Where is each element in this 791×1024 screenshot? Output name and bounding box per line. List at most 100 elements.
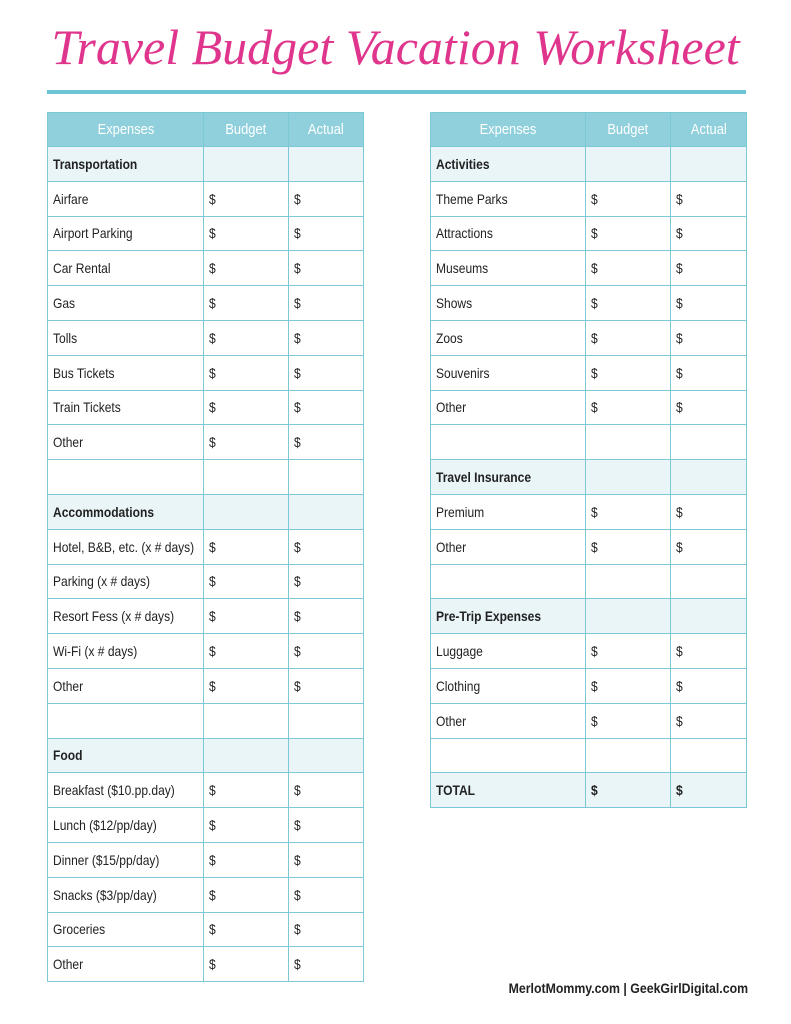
row-label: Museums bbox=[430, 250, 586, 287]
row-actual-text: $ bbox=[676, 643, 683, 660]
row-label-text: Resort Fess (x # days) bbox=[53, 608, 175, 625]
section-cell bbox=[288, 494, 364, 530]
total-actual-text: $ bbox=[676, 782, 683, 799]
row-actual-text: $ bbox=[676, 503, 683, 520]
section-cell bbox=[585, 146, 671, 182]
row-label: Breakfast ($10.pp.day) bbox=[47, 772, 204, 809]
section-title-text: Activities bbox=[436, 155, 490, 172]
row-budget: $ bbox=[585, 668, 671, 704]
row-actual: $ bbox=[670, 215, 747, 252]
row-label: Gas bbox=[47, 285, 204, 321]
column-header-text: Expenses bbox=[97, 121, 154, 138]
row-label-text: Museums bbox=[436, 260, 489, 277]
row-budget-text: $ bbox=[209, 573, 216, 590]
row-actual: $ bbox=[288, 911, 364, 948]
blank-cell bbox=[670, 737, 747, 774]
row-label: Clothing bbox=[430, 668, 586, 704]
row-budget: $ bbox=[585, 702, 671, 739]
row-budget: $ bbox=[203, 911, 289, 948]
blank-cell bbox=[670, 424, 747, 461]
row-actual: $ bbox=[288, 285, 364, 321]
row-actual-text: $ bbox=[676, 712, 683, 729]
row-label-text: Groceries bbox=[53, 921, 106, 938]
section-title: Accommodations bbox=[47, 494, 204, 530]
row-label-text: Bus Tickets bbox=[53, 364, 115, 381]
row-actual-text: $ bbox=[294, 886, 301, 903]
row-budget: $ bbox=[203, 876, 289, 913]
blank-cell bbox=[203, 702, 289, 739]
section-cell bbox=[288, 146, 364, 182]
row-budget-text: $ bbox=[591, 399, 598, 416]
row-budget: $ bbox=[203, 180, 289, 217]
row-budget: $ bbox=[203, 633, 289, 669]
row-label-text: Theme Parks bbox=[436, 190, 508, 207]
row-budget: $ bbox=[585, 285, 671, 321]
row-actual: $ bbox=[288, 180, 364, 217]
row-actual-text: $ bbox=[676, 295, 683, 312]
blank-cell bbox=[288, 702, 364, 739]
row-actual: $ bbox=[288, 563, 364, 600]
row-actual-text: $ bbox=[294, 782, 301, 799]
column-header-text: Actual bbox=[690, 121, 727, 138]
row-actual-text: $ bbox=[294, 921, 301, 938]
section-title: Pre-Trip Expenses bbox=[430, 598, 586, 635]
row-actual: $ bbox=[288, 215, 364, 252]
blank-cell bbox=[670, 563, 747, 600]
row-budget-text: $ bbox=[209, 399, 216, 416]
row-budget-text: $ bbox=[209, 329, 216, 346]
row-label-text: Premium bbox=[436, 503, 485, 520]
row-actual: $ bbox=[288, 668, 364, 704]
row-budget: $ bbox=[585, 180, 671, 217]
row-budget: $ bbox=[203, 563, 289, 600]
blank-cell bbox=[585, 563, 671, 600]
row-budget-text: $ bbox=[209, 643, 216, 660]
row-actual-text: $ bbox=[294, 434, 301, 451]
row-actual: $ bbox=[670, 702, 747, 739]
row-budget: $ bbox=[203, 807, 289, 843]
row-actual-text: $ bbox=[676, 364, 683, 381]
column-header: Expenses bbox=[47, 112, 204, 147]
section-cell bbox=[670, 459, 747, 495]
row-actual: $ bbox=[288, 528, 364, 565]
row-actual-text: $ bbox=[294, 260, 301, 277]
row-budget-text: $ bbox=[209, 608, 216, 625]
row-label-text: Airport Parking bbox=[53, 225, 133, 242]
row-actual-text: $ bbox=[294, 538, 301, 555]
total-actual: $ bbox=[670, 772, 747, 809]
row-actual: $ bbox=[670, 494, 747, 530]
row-label: Other bbox=[47, 424, 204, 461]
total-label: TOTAL bbox=[430, 772, 586, 809]
row-label: Train Tickets bbox=[47, 389, 204, 426]
row-label: Bus Tickets bbox=[47, 354, 204, 391]
row-label-text: Hotel, B&B, etc. (x # days) bbox=[53, 538, 195, 555]
row-actual-text: $ bbox=[676, 399, 683, 416]
row-label: Other bbox=[430, 389, 586, 426]
column-header: Actual bbox=[288, 112, 364, 147]
section-cell bbox=[203, 146, 289, 182]
row-budget-text: $ bbox=[209, 295, 216, 312]
row-label: Car Rental bbox=[47, 250, 204, 287]
row-budget-text: $ bbox=[591, 712, 598, 729]
row-budget: $ bbox=[203, 320, 289, 356]
row-label-text: Zoos bbox=[436, 329, 463, 346]
row-label-text: Wi-Fi (x # days) bbox=[53, 643, 138, 660]
section-title: Travel Insurance bbox=[430, 459, 586, 495]
row-label: Zoos bbox=[430, 320, 586, 356]
row-actual: $ bbox=[670, 389, 747, 426]
total-budget-text: $ bbox=[591, 782, 598, 799]
row-budget-text: $ bbox=[209, 921, 216, 938]
blank-cell bbox=[47, 459, 204, 495]
row-label: Theme Parks bbox=[430, 180, 586, 217]
row-budget: $ bbox=[585, 528, 671, 565]
row-budget-text: $ bbox=[209, 817, 216, 834]
row-actual: $ bbox=[288, 772, 364, 809]
row-budget: $ bbox=[203, 424, 289, 461]
row-label-text: Other bbox=[436, 712, 467, 729]
row-actual-text: $ bbox=[294, 817, 301, 834]
section-title-text: Travel Insurance bbox=[436, 469, 532, 486]
row-actual-text: $ bbox=[676, 677, 683, 694]
row-budget: $ bbox=[203, 598, 289, 635]
row-actual: $ bbox=[288, 598, 364, 635]
row-label: Attractions bbox=[430, 215, 586, 252]
row-budget-text: $ bbox=[209, 851, 216, 868]
